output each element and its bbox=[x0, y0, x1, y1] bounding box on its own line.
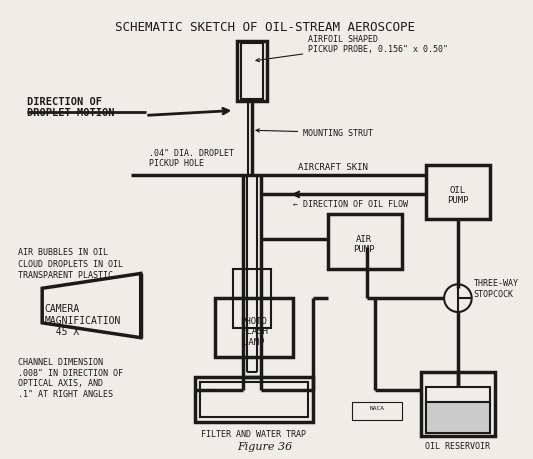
Text: NACA: NACA bbox=[369, 405, 385, 410]
Text: ← DIRECTION OF OIL FLOW: ← DIRECTION OF OIL FLOW bbox=[293, 200, 408, 209]
Bar bbox=[426, 387, 490, 432]
Text: .04" DIA. DROPLET
PICKUP HOLE: .04" DIA. DROPLET PICKUP HOLE bbox=[149, 149, 233, 168]
Text: OIL RESERVOIR: OIL RESERVOIR bbox=[425, 442, 490, 450]
Text: MOUNTING STRUT: MOUNTING STRUT bbox=[256, 129, 373, 138]
Bar bbox=[328, 215, 402, 269]
Text: CHANNEL DIMENSION
.008" IN DIRECTION OF
OPTICAL AXIS, AND
.1" AT RIGHT ANGLES: CHANNEL DIMENSION .008" IN DIRECTION OF … bbox=[18, 358, 123, 398]
Bar bbox=[200, 382, 308, 417]
Text: CLOUD DROPLETS IN OIL: CLOUD DROPLETS IN OIL bbox=[18, 259, 123, 268]
Bar bbox=[426, 402, 490, 432]
Bar bbox=[426, 165, 490, 220]
Text: AIRCRAFT SKIN: AIRCRAFT SKIN bbox=[298, 162, 368, 172]
Text: DIRECTION OF
DROPLET MOTION: DIRECTION OF DROPLET MOTION bbox=[27, 96, 115, 118]
Bar bbox=[422, 372, 495, 437]
Bar bbox=[237, 42, 267, 101]
Text: SCHEMATIC SKETCH OF OIL-STREAM AEROSCOPE: SCHEMATIC SKETCH OF OIL-STREAM AEROSCOPE bbox=[115, 21, 415, 34]
Bar bbox=[352, 402, 402, 420]
Text: Figure 36: Figure 36 bbox=[237, 442, 293, 451]
Text: TRANSPARENT PLASTIC: TRANSPARENT PLASTIC bbox=[18, 271, 112, 280]
Text: FILTER AND WATER TRAP: FILTER AND WATER TRAP bbox=[201, 429, 306, 437]
Bar bbox=[241, 44, 263, 100]
Text: AIR BUBBLES IN OIL: AIR BUBBLES IN OIL bbox=[18, 247, 108, 256]
Text: AIR
PUMP: AIR PUMP bbox=[353, 235, 375, 254]
Bar bbox=[233, 269, 271, 328]
Text: AIRFOIL SHAPED
PICKUP PROBE, 0.156" x 0.50": AIRFOIL SHAPED PICKUP PROBE, 0.156" x 0.… bbox=[256, 35, 448, 62]
Text: OIL
PUMP: OIL PUMP bbox=[447, 185, 469, 205]
Bar bbox=[215, 298, 293, 358]
Text: CAMERA
MAGNIFICATION
  45 X: CAMERA MAGNIFICATION 45 X bbox=[44, 303, 120, 336]
Bar bbox=[195, 377, 313, 422]
Text: THREE-WAY
STOPCOCK: THREE-WAY STOPCOCK bbox=[474, 279, 519, 298]
Text: PHOTO
FLASH
LAMP: PHOTO FLASH LAMP bbox=[240, 316, 268, 346]
